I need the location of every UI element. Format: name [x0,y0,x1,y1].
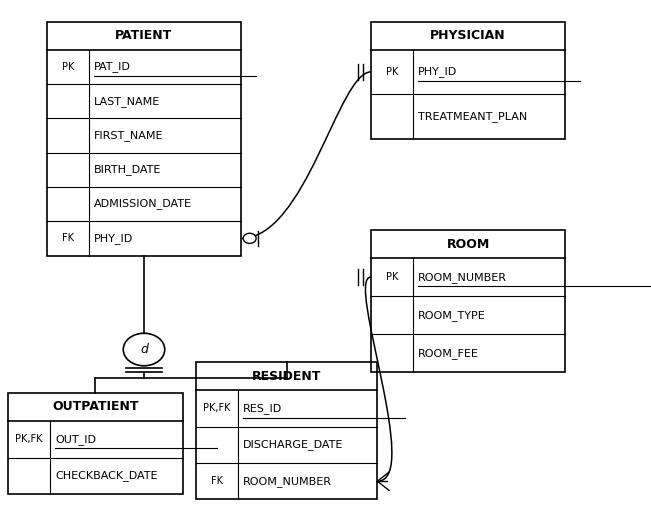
Text: ROOM_NUMBER: ROOM_NUMBER [418,272,507,283]
Text: FK: FK [62,234,74,243]
Text: PK: PK [386,272,398,282]
Text: PATIENT: PATIENT [115,29,173,42]
Text: BIRTH_DATE: BIRTH_DATE [94,164,161,175]
Text: PHYSICIAN: PHYSICIAN [430,29,506,42]
Text: DISCHARGE_DATE: DISCHARGE_DATE [243,439,344,450]
Text: FIRST_NAME: FIRST_NAME [94,130,163,141]
Text: RES_ID: RES_ID [243,403,283,414]
Text: PK,FK: PK,FK [203,403,230,413]
Text: ROOM_TYPE: ROOM_TYPE [418,310,486,321]
Text: ROOM: ROOM [447,238,490,250]
Circle shape [243,233,256,243]
Text: FK: FK [211,476,223,486]
Text: PK: PK [62,62,74,72]
Text: CHECKBACK_DATE: CHECKBACK_DATE [55,471,158,481]
Text: OUT_ID: OUT_ID [55,434,96,445]
Text: d: d [140,343,148,356]
Text: OUTPATIENT: OUTPATIENT [52,400,139,413]
Circle shape [123,333,165,366]
Text: PK,FK: PK,FK [15,434,43,444]
Text: PK: PK [386,67,398,77]
Text: ROOM_NUMBER: ROOM_NUMBER [243,476,332,486]
Text: RESIDENT: RESIDENT [252,369,322,383]
Text: LAST_NAME: LAST_NAME [94,96,160,107]
Text: ROOM_FEE: ROOM_FEE [418,348,479,359]
Text: PAT_ID: PAT_ID [94,61,131,72]
Text: ADMISSION_DATE: ADMISSION_DATE [94,199,192,210]
Text: TREATMEANT_PLAN: TREATMEANT_PLAN [418,111,527,122]
Text: PHY_ID: PHY_ID [418,66,458,77]
Text: PHY_ID: PHY_ID [94,233,133,244]
